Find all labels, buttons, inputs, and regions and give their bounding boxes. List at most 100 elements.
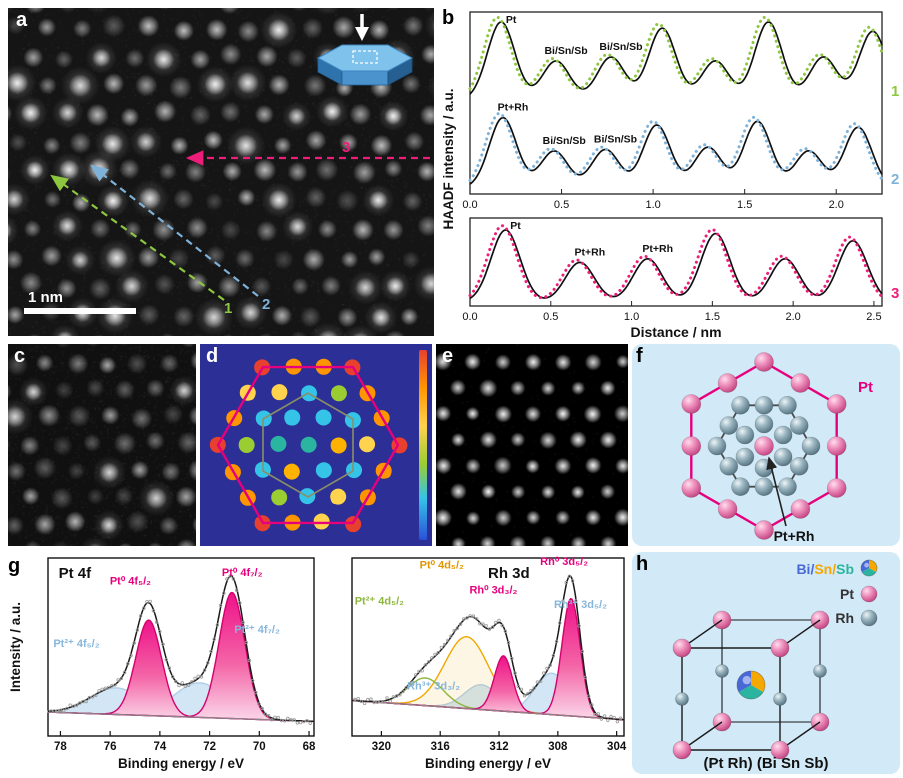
- x-tick-label: 76: [104, 741, 117, 753]
- raw-data-point: [164, 658, 168, 662]
- x-tick-label: 316: [431, 741, 450, 753]
- raw-data-point: [420, 669, 424, 673]
- raw-data-point: [458, 622, 463, 626]
- panel-g-xps-spectra: 78 76 74 72 70 68 Binding energy / eV Pt 4f Pt⁰ …: [8, 552, 630, 774]
- profile-dotted-1: [468, 15, 884, 91]
- raw-data-point: [142, 606, 146, 610]
- raw-data-point: [382, 700, 386, 704]
- raw-data-point: [74, 703, 79, 707]
- pt-sphere: [717, 499, 738, 519]
- inner-hexagon: [262, 392, 354, 498]
- profile-number-3: 3: [891, 285, 899, 302]
- atom-dot-blob: [331, 438, 341, 448]
- raw-data-point: [583, 675, 588, 680]
- raw-data-point: [522, 693, 527, 698]
- raw-data-point: [398, 693, 402, 697]
- raw-data-point: [481, 622, 485, 626]
- raw-data-point: [596, 712, 600, 716]
- component-label: Rh³⁺ 3d₅/₂: [554, 599, 607, 611]
- raw-data-point: [234, 588, 239, 592]
- component-label: Rh⁰ 3d₃/₂: [469, 585, 517, 597]
- raw-data-point: [286, 716, 290, 721]
- raw-data-point: [199, 675, 204, 679]
- raw-data-point: [206, 661, 210, 665]
- pt-sphere: [681, 436, 702, 456]
- x-tick-label: 304: [607, 741, 627, 753]
- panel-a-haadf-stem: 3 2 1 1 nm a: [8, 8, 434, 336]
- raw-data-point: [404, 685, 408, 690]
- raw-data-point: [212, 637, 216, 641]
- profile-solid-3: [469, 229, 883, 300]
- mixed-sphere: [735, 425, 755, 445]
- pt-corner-sphere: [770, 740, 790, 760]
- panel-h-background: [632, 552, 900, 774]
- x-tick-label: 78: [54, 741, 67, 753]
- pt-sphere: [681, 394, 702, 414]
- rh-sphere: [675, 692, 689, 706]
- raw-data-point: [148, 599, 152, 604]
- raw-data-point: [138, 614, 143, 618]
- raw-data-point: [282, 719, 287, 723]
- x-tick-label: 68: [303, 741, 316, 753]
- pt-sphere: [826, 436, 847, 456]
- raw-data-point: [375, 700, 380, 704]
- raw-data-point: [97, 689, 101, 693]
- raw-data-point: [81, 699, 85, 704]
- mixed-sphere: [773, 425, 793, 445]
- x-axis-label: Binding energy / eV: [425, 756, 551, 771]
- raw-data-point: [161, 642, 165, 646]
- raw-data-point: [452, 628, 456, 633]
- mixed-sphere: [789, 416, 809, 435]
- panel-label-g: g: [8, 555, 21, 577]
- raw-data-point: [535, 680, 540, 684]
- raw-data-point: [202, 668, 207, 672]
- raw-data-point: [353, 697, 357, 702]
- scale-bar-label: 1 nm: [28, 289, 63, 306]
- legend-sb: Sb: [836, 561, 854, 577]
- raw-data-point: [254, 690, 258, 695]
- raw-data-point: [414, 673, 418, 677]
- raw-data-point: [183, 684, 188, 688]
- raw-data-point: [423, 663, 428, 667]
- raw-data-point: [574, 599, 578, 603]
- raw-data-point: [570, 579, 575, 583]
- legend-bi: Bi/: [796, 561, 814, 577]
- raw-data-point: [394, 694, 399, 698]
- pt-corner-sphere: [672, 638, 692, 658]
- pt-sphere: [754, 352, 774, 372]
- raw-data-point: [506, 640, 511, 645]
- y-axis-label: HAADF intensity / a.u.: [441, 88, 456, 229]
- raw-data-point: [122, 670, 127, 675]
- raw-data-point: [276, 715, 280, 720]
- profile-frame: [469, 11, 883, 195]
- raw-data-point: [119, 676, 124, 681]
- raw-data-point: [391, 695, 396, 699]
- raw-data-point: [602, 714, 607, 718]
- profile-number-1: 1: [891, 83, 899, 100]
- peak-label: Bi/Sn/Sb: [544, 45, 587, 57]
- raw-data-point: [385, 696, 389, 700]
- raw-data-point: [250, 678, 255, 683]
- pt-sphere: [754, 520, 774, 540]
- raw-data-point: [526, 691, 530, 696]
- raw-data-point: [292, 718, 296, 722]
- atom-dot-blob: [255, 463, 265, 473]
- raw-data-point: [215, 623, 220, 627]
- raw-data-point: [244, 640, 248, 645]
- spectrum-title: Pt 4f: [59, 565, 93, 582]
- raw-data-point: [519, 687, 524, 692]
- xps-pt-4f-envelope: [48, 575, 315, 723]
- component-label: Pt²⁺ 4d₅/₂: [355, 595, 404, 607]
- raw-data-point: [228, 574, 232, 578]
- x-tick-label: 0.5: [554, 199, 569, 211]
- raw-data-point: [490, 625, 495, 629]
- raw-data-point: [500, 623, 504, 628]
- crystal-structure: Bi/Sn/Sb Pt Rh (Pt Rh) (Bi Sn Sb): [632, 552, 900, 774]
- raw-data-point: [289, 718, 293, 722]
- raw-data-point: [113, 683, 117, 687]
- pt-corner-sphere: [770, 638, 790, 658]
- raw-data-point: [231, 577, 236, 581]
- panel-label-c: c: [14, 345, 26, 367]
- mixed-sphere: [801, 436, 821, 456]
- raw-data-point: [580, 649, 584, 654]
